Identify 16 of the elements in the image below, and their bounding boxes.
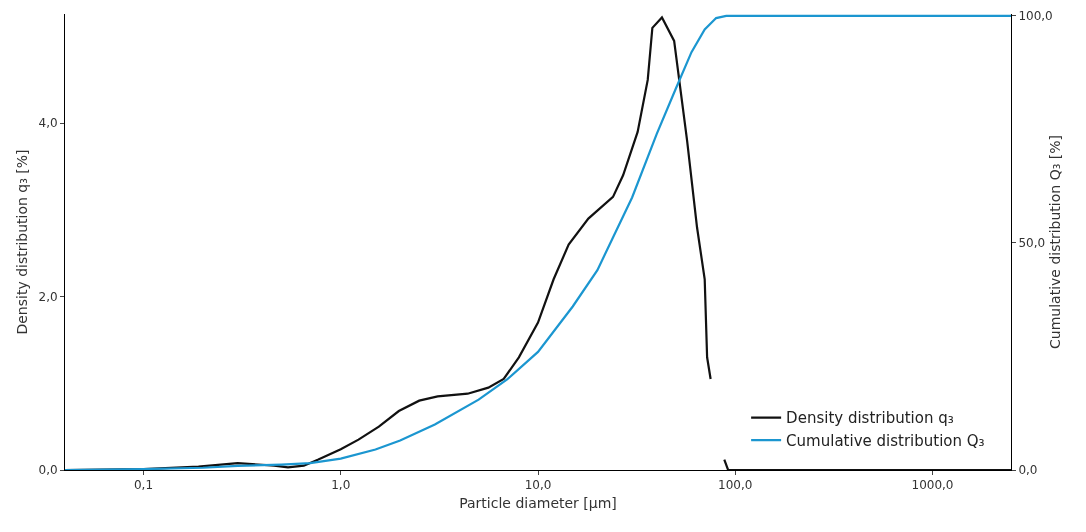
x-tick-label: 1,0 <box>331 478 351 493</box>
y2-tick-label: 0,0 <box>1018 463 1038 478</box>
y2-tick-label: 50,0 <box>1018 236 1046 251</box>
x-tick-label: 1000,0 <box>911 478 954 493</box>
y-tick-label: 0,0 <box>38 463 58 478</box>
x-tick-label: 100,0 <box>718 478 753 493</box>
x-tick-label: 10,0 <box>524 478 552 493</box>
x-axis-title: Particle diameter [µm] <box>459 494 617 511</box>
legend-label: Density distribution q₃ <box>786 409 954 428</box>
legend-label: Cumulative distribution Q₃ <box>786 431 985 450</box>
y2-axis-title: Cumulative distribution Q₃ [%] <box>1047 135 1064 349</box>
y-tick-label: 4,0 <box>38 116 58 131</box>
y-tick-label: 2,0 <box>38 289 58 304</box>
y-axis-title: Density distribution q₃ [%] <box>14 149 30 335</box>
y2-tick-label: 100,0 <box>1018 9 1053 24</box>
x-tick-label: 0,1 <box>133 478 154 493</box>
